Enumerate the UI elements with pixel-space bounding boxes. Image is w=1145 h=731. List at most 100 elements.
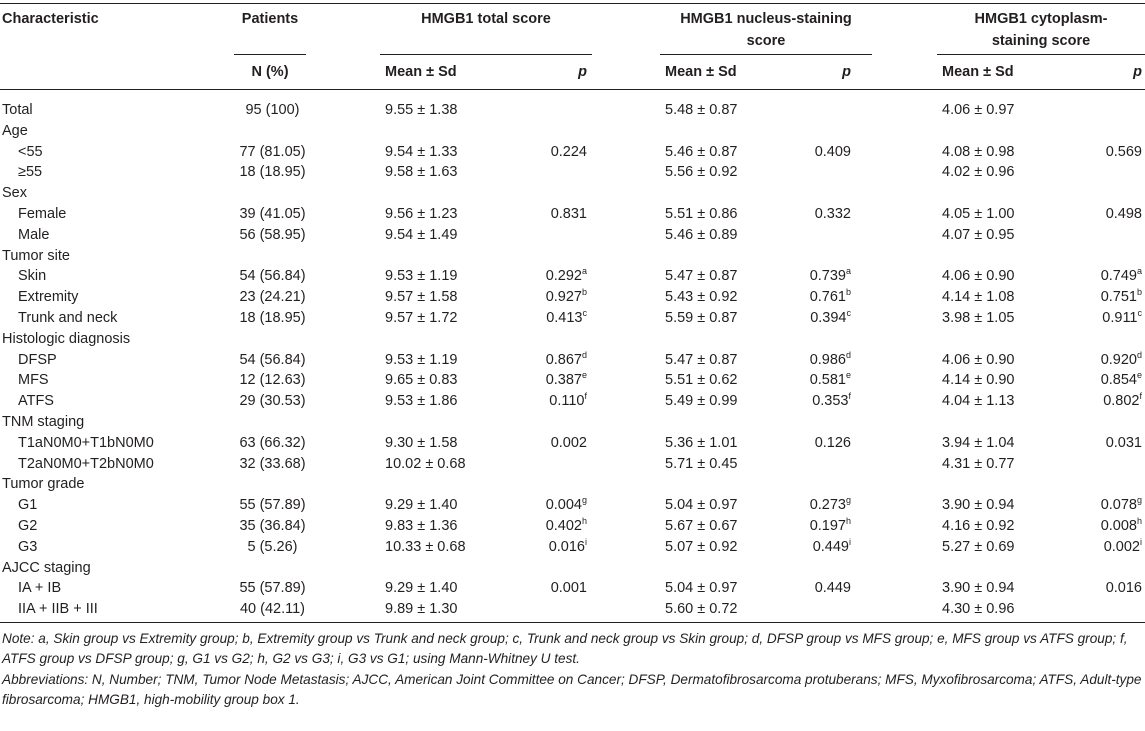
row-total-mean-sd-text: 9.54 ± 1.49 — [385, 226, 458, 243]
row-characteristic: ≥55 — [18, 162, 42, 183]
row-cytoplasm-mean-sd: 4.31 ± 0.77 — [942, 454, 1014, 475]
row-total-p: 0.387e — [546, 370, 587, 391]
row-cytoplasm-mean-sd: 4.16 ± 0.92 — [942, 516, 1014, 537]
row-total-p: 0.413c — [546, 308, 587, 329]
table-bottom-rule — [0, 622, 1145, 623]
row-nucleus-p: 0.197h — [810, 516, 851, 537]
row-patients-text: 18 (18.95) — [239, 164, 306, 181]
row-characteristic-text: T1aN0M0+T1bN0M0 — [18, 434, 154, 451]
header-bottom-rule — [0, 89, 1145, 90]
row-nucleus-mean-sd-text: 5.43 ± 0.92 — [665, 289, 738, 306]
table-row: IA + IB 55 (57.89) 9.29 ± 1.40 0.001 5.04 ± … — [0, 578, 1145, 599]
row-nucleus-mean-sd-text: 5.67 ± 0.67 — [665, 517, 738, 534]
row-patients-text: 95 (100) — [245, 102, 300, 118]
row-cytoplasm-p: 0.569 — [1106, 142, 1142, 163]
footnote-marker: d — [845, 349, 851, 360]
row-total-mean-sd: 10.02 ± 0.68 — [385, 454, 466, 475]
row-characteristic: Tumor grade — [2, 474, 84, 495]
footnote-marker: c — [1137, 307, 1143, 318]
row-cytoplasm-p: 0.008h — [1101, 516, 1142, 537]
table-row: Male 56 (58.95) 9.54 ± 1.49 5.46 ± 0.89 4.07… — [0, 225, 1145, 246]
row-patients-text: 39 (41.05) — [239, 205, 306, 222]
row-nucleus-mean-sd-text: 5.07 ± 0.92 — [665, 538, 738, 555]
row-total-p-text: 0.016 — [548, 538, 585, 555]
row-cytoplasm-p-text: 0.078 — [1100, 497, 1137, 514]
row-characteristic: Trunk and neck — [18, 308, 117, 329]
row-cytoplasm-mean-sd: 4.06 ± 0.90 — [942, 266, 1014, 287]
footnote-marker: f — [1139, 391, 1142, 402]
footnote-marker: g — [581, 495, 587, 506]
row-nucleus-p-text: 0.986 — [809, 351, 846, 368]
row-cytoplasm-p-text: 0.008 — [1100, 517, 1137, 534]
row-total-mean-sd-text: 9.54 ± 1.33 — [385, 143, 458, 160]
row-total-mean-sd-text: 9.53 ± 1.19 — [385, 351, 458, 368]
row-nucleus-mean-sd: 5.47 ± 0.87 — [665, 350, 737, 371]
row-total-p: 0.927b — [546, 287, 587, 308]
row-characteristic: Skin — [18, 266, 46, 287]
row-nucleus-mean-sd: 5.71 ± 0.45 — [665, 454, 737, 475]
row-characteristic-text: Tumor grade — [2, 476, 85, 493]
row-nucleus-mean-sd-text: 5.36 ± 1.01 — [665, 434, 738, 451]
row-cytoplasm-mean-sd: 4.07 ± 0.95 — [942, 225, 1014, 246]
row-total-mean-sd: 9.58 ± 1.63 — [385, 162, 457, 183]
footnote-marker: i — [585, 536, 587, 547]
row-total-mean-sd-text: 10.33 ± 0.68 — [385, 538, 466, 555]
row-total-p: 0.016i — [549, 537, 587, 558]
row-cytoplasm-mean-sd: 4.02 ± 0.96 — [942, 162, 1014, 183]
row-cytoplasm-p-text: 0.749 — [1100, 268, 1137, 285]
row-characteristic: <55 — [18, 142, 43, 163]
footnote-marker: i — [1140, 536, 1142, 547]
row-nucleus-mean-sd: 5.43 ± 0.92 — [665, 287, 737, 308]
row-nucleus-p-text: 0.394 — [810, 309, 847, 326]
row-cytoplasm-mean-sd: 3.94 ± 1.04 — [942, 433, 1014, 454]
row-characteristic-text: Extremity — [18, 289, 79, 306]
header-cytoplasm-mean-sd: Mean ± Sd — [942, 64, 1014, 80]
row-total-p-text: 0.002 — [550, 434, 587, 451]
row-cytoplasm-p: 0.911c — [1102, 308, 1142, 329]
row-nucleus-p-text: 0.739 — [809, 268, 846, 285]
header-cytoplasm-line1: HMGB1 cytoplasm- — [974, 11, 1108, 27]
row-cytoplasm-p: 0.749a — [1101, 266, 1142, 287]
row-nucleus-mean-sd: 5.04 ± 0.97 — [665, 495, 737, 516]
row-characteristic: G1 — [18, 495, 37, 516]
row-nucleus-mean-sd: 5.60 ± 0.72 — [665, 599, 737, 620]
row-cytoplasm-p: 0.031 — [1106, 433, 1142, 454]
row-cytoplasm-mean-sd: 3.90 ± 0.94 — [942, 578, 1014, 599]
header-total-mean-sd: Mean ± Sd — [385, 64, 457, 80]
footnote-marker: d — [1136, 349, 1142, 360]
row-characteristic: T1aN0M0+T1bN0M0 — [18, 433, 154, 454]
row-patients-text: 35 (36.84) — [239, 517, 306, 534]
row-cytoplasm-mean-sd-text: 4.14 ± 0.90 — [942, 372, 1015, 389]
row-patients: 23 (24.21) — [220, 287, 325, 308]
table-row: ATFS 29 (30.53) 9.53 ± 1.86 0.110f 5.49 ± 0.… — [0, 391, 1145, 412]
table-note: Note: a, Skin group vs Extremity group; … — [2, 631, 1128, 666]
row-patients-text: 63 (66.32) — [239, 434, 306, 451]
footnote-marker: b — [845, 287, 851, 298]
footnote-marker: h — [845, 515, 851, 526]
row-nucleus-mean-sd-text: 5.49 ± 0.99 — [665, 393, 738, 410]
table-row: TNM staging — [0, 412, 1145, 433]
row-cytoplasm-p-text: 0.569 — [1105, 143, 1142, 160]
row-cytoplasm-mean-sd-text: 4.07 ± 0.95 — [942, 226, 1015, 243]
table-row: T2aN0M0+T2bN0M0 32 (33.68) 10.02 ± 0.68 5.7… — [0, 454, 1145, 475]
table-row: MFS 12 (12.63) 9.65 ± 0.83 0.387e 5.51 ± 0.6… — [0, 370, 1145, 391]
row-cytoplasm-p-text: 0.802 — [1103, 393, 1140, 410]
row-cytoplasm-mean-sd: 4.06 ± 0.97 — [942, 100, 1014, 121]
row-total-p: 0.110f — [549, 391, 587, 412]
row-nucleus-p: 0.449 — [815, 578, 851, 599]
row-patients: 54 (56.84) — [220, 350, 325, 371]
row-cytoplasm-mean-sd-text: 4.06 ± 0.97 — [942, 102, 1015, 118]
row-total-mean-sd-text: 9.56 ± 1.23 — [385, 205, 458, 222]
footnote-marker: h — [1136, 515, 1142, 526]
row-cytoplasm-mean-sd-text: 5.27 ± 0.69 — [942, 538, 1015, 555]
row-total-mean-sd-text: 9.65 ± 0.83 — [385, 372, 458, 389]
row-total-p-text: 0.224 — [550, 143, 587, 160]
row-nucleus-mean-sd: 5.51 ± 0.62 — [665, 370, 737, 391]
cytoplasm-subheader-rule — [937, 54, 1145, 55]
row-cytoplasm-mean-sd-text: 4.05 ± 1.00 — [942, 205, 1015, 222]
row-cytoplasm-p: 0.002i — [1104, 537, 1142, 558]
row-total-mean-sd: 9.29 ± 1.40 — [385, 495, 457, 516]
row-nucleus-p-text: 0.332 — [814, 205, 851, 222]
row-nucleus-mean-sd: 5.04 ± 0.97 — [665, 578, 737, 599]
row-characteristic: ATFS — [18, 391, 54, 412]
